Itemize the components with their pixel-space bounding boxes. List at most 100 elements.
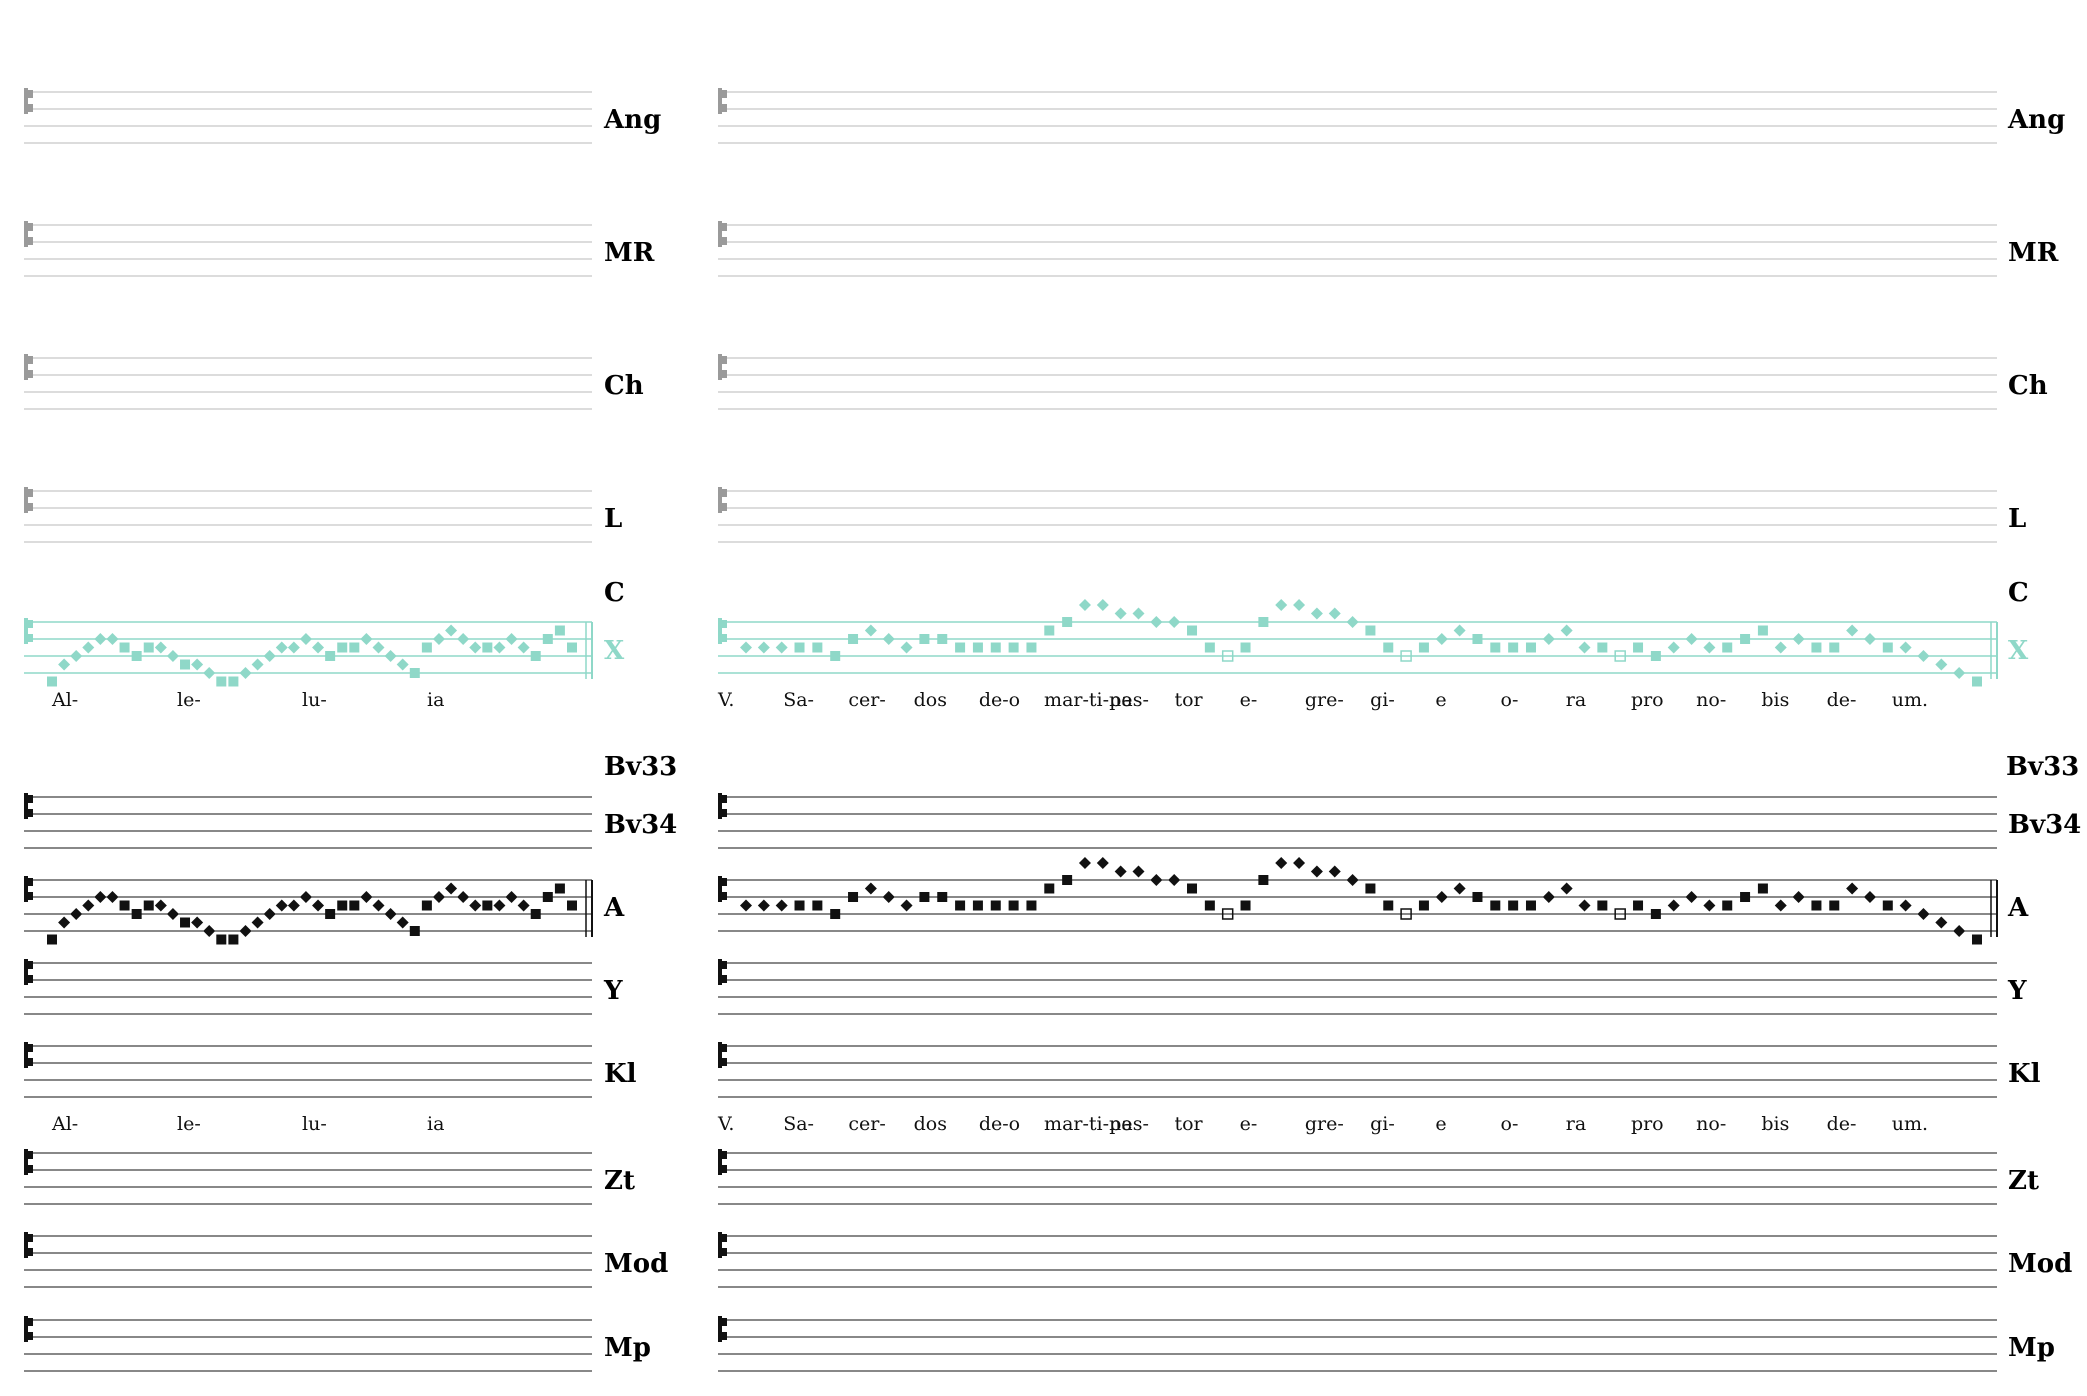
note bbox=[1899, 899, 1912, 912]
note bbox=[530, 909, 541, 919]
note bbox=[1240, 642, 1251, 653]
lyric-syllable: mar-ti-ne bbox=[1044, 1113, 1132, 1135]
note bbox=[1633, 642, 1644, 653]
note bbox=[1221, 908, 1234, 920]
note bbox=[1346, 616, 1359, 628]
note bbox=[542, 634, 553, 644]
note bbox=[775, 899, 788, 912]
lyric-syllable: V. bbox=[717, 689, 734, 711]
note bbox=[1740, 634, 1751, 644]
note bbox=[1150, 874, 1163, 886]
note bbox=[58, 658, 71, 671]
note bbox=[1490, 900, 1501, 911]
note bbox=[143, 642, 154, 653]
lyric-syllable: cer- bbox=[848, 689, 885, 711]
note bbox=[1650, 651, 1661, 661]
staff-mod-left bbox=[24, 1235, 592, 1288]
note bbox=[312, 899, 325, 912]
label-ang-left: Ang bbox=[603, 105, 661, 135]
note bbox=[396, 916, 409, 929]
note bbox=[1114, 865, 1127, 878]
lyric-syllable: Sa- bbox=[783, 689, 814, 711]
note bbox=[505, 633, 518, 645]
staff-y-left bbox=[24, 962, 592, 1015]
note bbox=[1114, 607, 1127, 620]
note bbox=[1722, 900, 1733, 911]
note bbox=[830, 909, 841, 919]
note bbox=[919, 892, 930, 902]
clef-ch-right bbox=[718, 354, 727, 380]
staff-mp-right bbox=[718, 1319, 1997, 1372]
label-mr-right: MR bbox=[2008, 238, 2059, 268]
clef-kl-right bbox=[718, 1042, 727, 1068]
note bbox=[1972, 676, 1982, 687]
note bbox=[1365, 625, 1376, 636]
note bbox=[1667, 899, 1680, 912]
note bbox=[58, 916, 71, 929]
note bbox=[1685, 891, 1698, 903]
note bbox=[457, 891, 470, 903]
note bbox=[1811, 642, 1822, 653]
note bbox=[1365, 883, 1376, 894]
note bbox=[396, 658, 409, 671]
note bbox=[757, 641, 770, 654]
note bbox=[1953, 925, 1966, 937]
note bbox=[972, 642, 983, 653]
note bbox=[299, 891, 312, 903]
note bbox=[1132, 607, 1145, 620]
note bbox=[864, 624, 877, 637]
label-l-right: L bbox=[2008, 504, 2026, 534]
note bbox=[1722, 642, 1733, 653]
note bbox=[166, 650, 179, 662]
lyric-syllable: bis bbox=[1761, 1113, 1789, 1135]
note bbox=[337, 642, 348, 653]
note bbox=[1044, 883, 1055, 894]
note bbox=[70, 650, 83, 662]
note bbox=[900, 641, 913, 654]
note bbox=[794, 900, 805, 911]
note bbox=[1383, 900, 1394, 911]
note bbox=[1078, 857, 1091, 869]
note bbox=[1757, 883, 1768, 894]
note bbox=[812, 642, 823, 653]
note bbox=[1560, 882, 1573, 895]
staff-ang-left bbox=[24, 91, 592, 144]
lyric-syllable: de- bbox=[1827, 1113, 1857, 1135]
note bbox=[372, 641, 385, 654]
note bbox=[1578, 899, 1591, 912]
label-y-right: Y bbox=[2007, 976, 2027, 1006]
clef-mp-left bbox=[24, 1316, 33, 1342]
note bbox=[1525, 642, 1536, 653]
note bbox=[131, 651, 142, 661]
note bbox=[937, 892, 948, 902]
note bbox=[469, 641, 482, 654]
note bbox=[482, 642, 493, 653]
note bbox=[1917, 908, 1930, 920]
lyric-syllable: pas- bbox=[1109, 1113, 1149, 1135]
note bbox=[119, 642, 130, 653]
staff-a-left bbox=[24, 879, 593, 937]
lyric-syllable: de-o bbox=[979, 1113, 1020, 1135]
note bbox=[1275, 599, 1288, 611]
note bbox=[794, 642, 805, 653]
note bbox=[1096, 599, 1109, 611]
note bbox=[239, 667, 252, 679]
lyric-syllable: le- bbox=[177, 1113, 201, 1135]
note bbox=[505, 891, 518, 903]
note bbox=[1614, 650, 1626, 662]
note bbox=[1703, 899, 1716, 912]
note bbox=[1258, 875, 1269, 885]
lyric-syllable: bis bbox=[1761, 689, 1789, 711]
note bbox=[1757, 625, 1768, 636]
staff-labels-left: Ang MR Ch L C X Bv33 Bv34 A Y Kl Zt Mod … bbox=[603, 105, 677, 1363]
note bbox=[1435, 891, 1448, 903]
note bbox=[432, 891, 445, 903]
note bbox=[70, 908, 83, 920]
note bbox=[1508, 642, 1519, 653]
clef-ang-left bbox=[24, 88, 33, 114]
staff-mr-left bbox=[24, 224, 592, 277]
staff-zt-right bbox=[718, 1152, 1997, 1205]
label-ch-left: Ch bbox=[604, 371, 644, 401]
note bbox=[1703, 641, 1716, 654]
staff-mp-left bbox=[24, 1319, 592, 1372]
